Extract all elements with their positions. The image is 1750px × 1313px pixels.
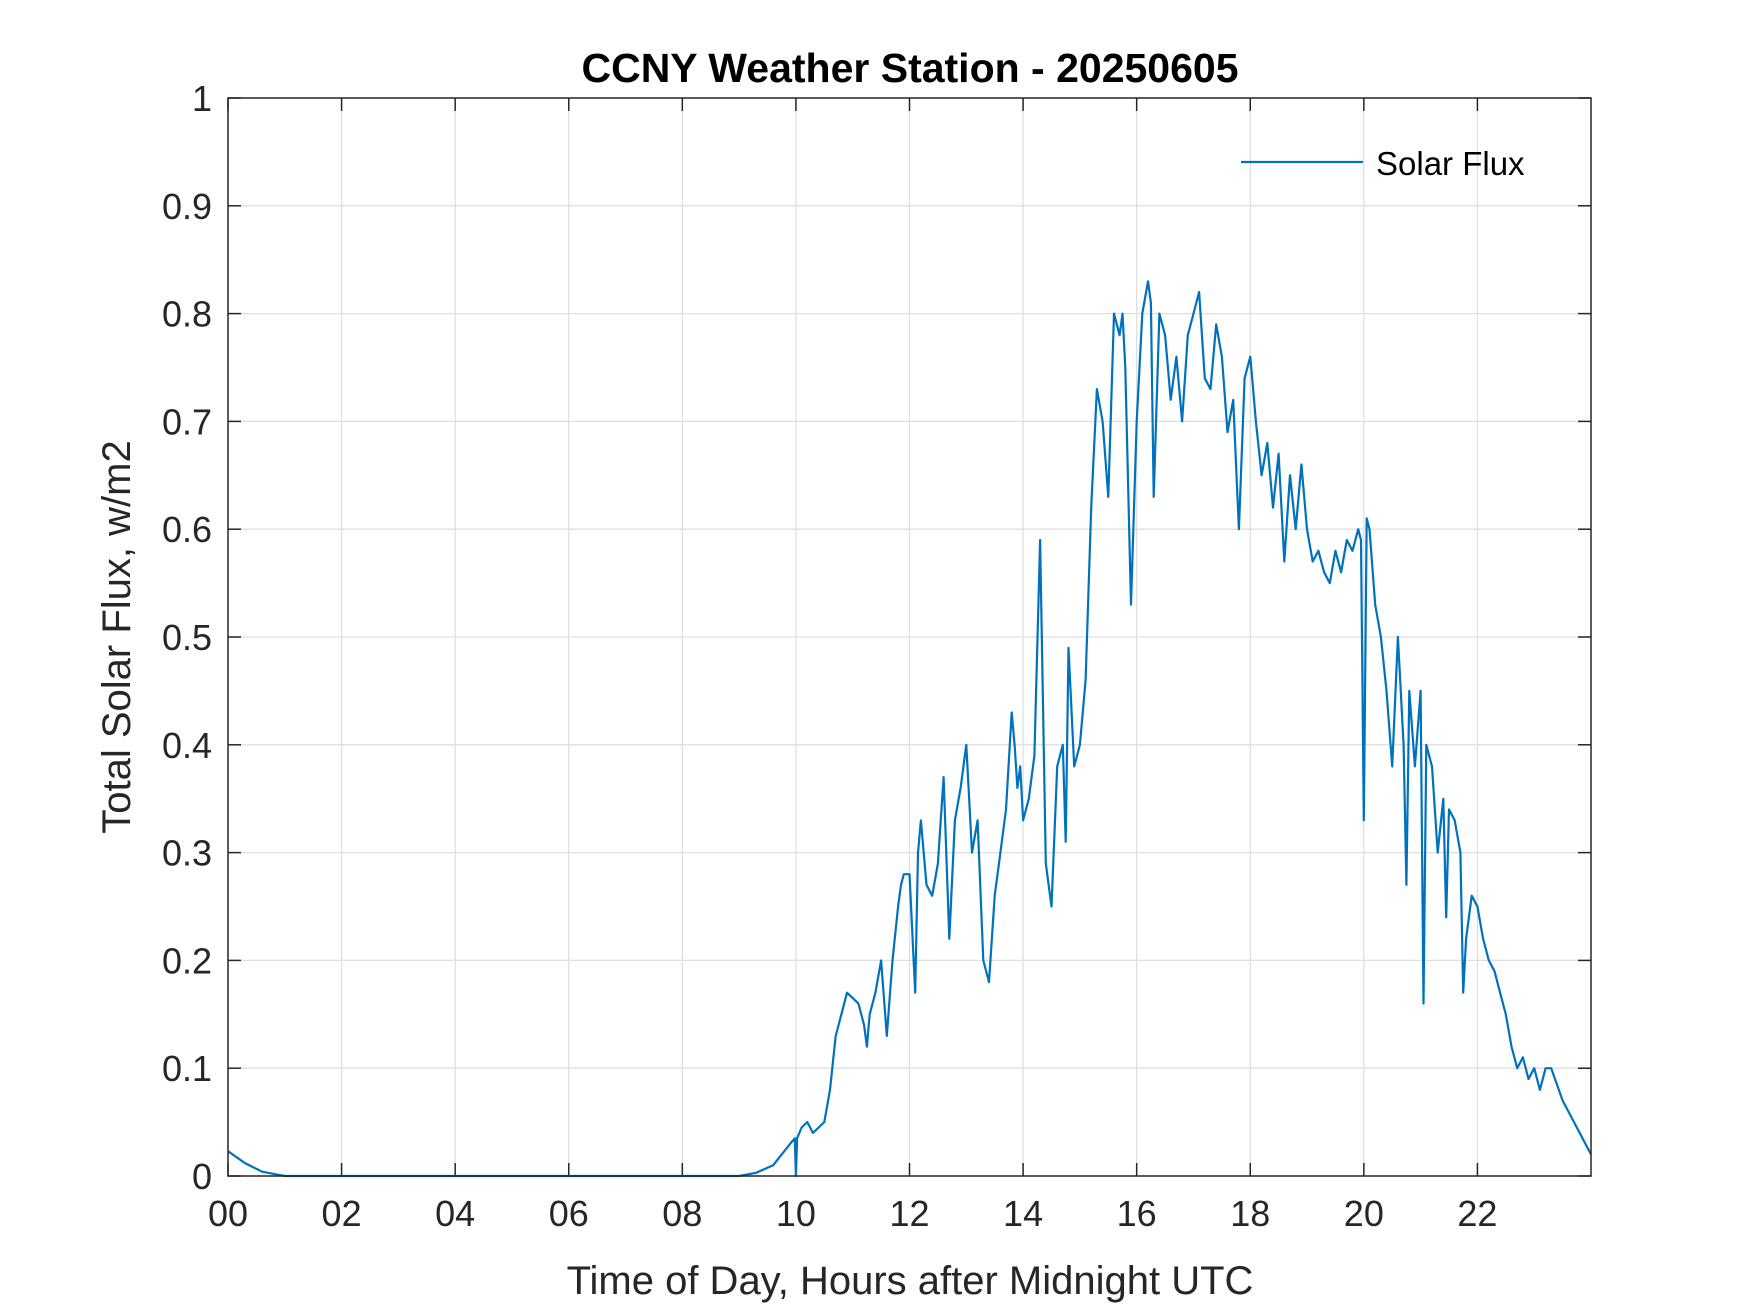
chart-title: CCNY Weather Station - 20250605 (581, 45, 1238, 91)
x-tick-label: 00 (208, 1193, 248, 1234)
y-tick-label: 0.9 (162, 186, 212, 227)
x-tick-label: 20 (1344, 1193, 1384, 1234)
y-tick-label: 0.8 (162, 294, 212, 335)
x-tick-label: 16 (1117, 1193, 1157, 1234)
y-tick-label: 0.5 (162, 617, 212, 658)
x-tick-label: 14 (1003, 1193, 1043, 1234)
x-tick-label: 22 (1457, 1193, 1497, 1234)
x-tick-label: 02 (322, 1193, 362, 1234)
x-tick-label: 04 (435, 1193, 475, 1234)
y-tick-label: 0.7 (162, 401, 212, 442)
y-tick-label: 0.2 (162, 940, 212, 981)
series-line-solar-flux (227, 280, 1592, 1178)
legend-label-solar-flux: Solar Flux (1376, 145, 1525, 182)
series-layer (227, 280, 1592, 1178)
x-axis-title: Time of Day, Hours after Midnight UTC (567, 1259, 1254, 1303)
y-tick-label: 1 (192, 78, 212, 119)
legend: Solar Flux (1241, 145, 1525, 182)
y-tick-label: 0.4 (162, 725, 212, 766)
y-tick-label: 0.3 (162, 833, 212, 874)
y-tick-label: 0 (192, 1156, 212, 1197)
y-tick-label: 0.1 (162, 1048, 212, 1089)
grid-lines (227, 97, 1591, 1177)
x-tick-label: 08 (662, 1193, 702, 1234)
y-tick-label: 0.6 (162, 509, 212, 550)
x-tick-label: 10 (776, 1193, 816, 1234)
x-tick-label: 12 (889, 1193, 929, 1234)
y-axis-title: Total Solar Flux, w/m2 (95, 440, 139, 833)
x-tick-labels: 00 02 04 06 08 10 12 14 16 18 20 22 (208, 1193, 1497, 1234)
y-tick-labels: 0 0.1 0.2 0.3 0.4 0.5 0.6 0.7 0.8 0.9 1 (162, 78, 212, 1197)
x-tick-label: 18 (1230, 1193, 1270, 1234)
x-tick-label: 06 (549, 1193, 589, 1234)
plot-area-border (227, 97, 1592, 1177)
